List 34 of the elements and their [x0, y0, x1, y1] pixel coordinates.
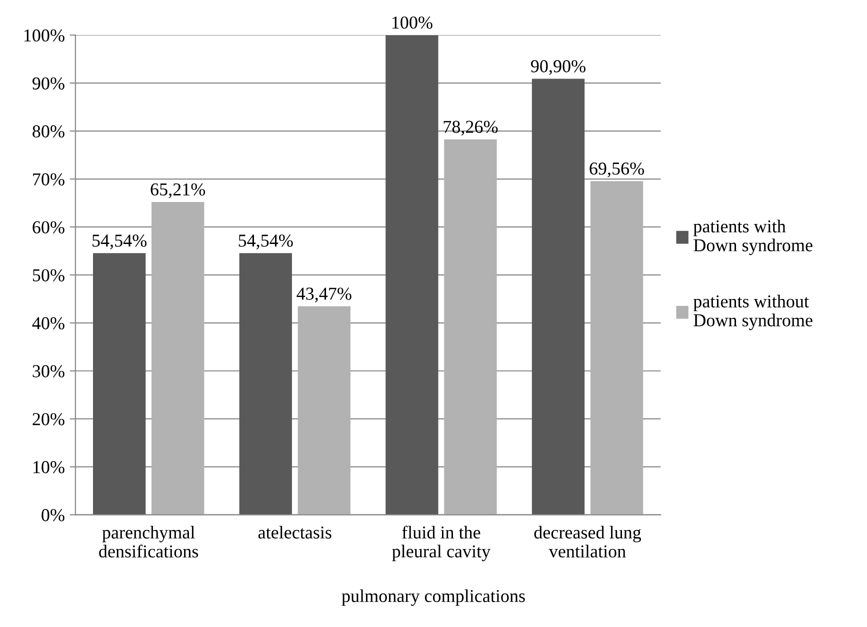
y-tick-label: 80%: [32, 125, 64, 138]
bar: [239, 253, 292, 515]
bar: [444, 139, 497, 515]
data-label: 65,21%: [150, 183, 206, 198]
y-tick-label: 50%: [32, 269, 64, 282]
data-label: 54,54%: [92, 234, 147, 250]
bar: [532, 78, 585, 515]
x-tick-label: atelectasis: [258, 526, 332, 539]
legend-label: patients without Down syndrome: [693, 294, 812, 330]
x-axis-title: pulmonary complications: [342, 589, 525, 606]
data-label: 100%: [392, 16, 432, 29]
y-tick-label: 70%: [33, 173, 64, 186]
data-label: 54,54%: [238, 234, 293, 250]
data-label: 78,26%: [444, 120, 498, 136]
bar: [298, 306, 350, 515]
x-tick-label: parenchymal densifications: [99, 526, 198, 558]
x-tick-label: decreased lung ventilation: [534, 526, 642, 558]
y-tick-label: 0%: [42, 509, 64, 522]
y-tick-label: 40%: [32, 317, 64, 330]
y-tick-label: 30%: [32, 365, 64, 378]
bar: [152, 202, 204, 515]
y-tick-label: 10%: [34, 461, 64, 474]
bar: [590, 181, 644, 515]
x-tick-label: fluid in the pleural cavity: [392, 526, 491, 562]
bar: [92, 253, 146, 515]
data-label: 90,90%: [530, 60, 586, 75]
y-tick-label: 20%: [32, 413, 64, 426]
y-tick-label: 60%: [32, 221, 64, 234]
data-label: 43,47%: [296, 288, 352, 302]
bar: [386, 35, 438, 515]
legend-label: patients with Down syndrome: [693, 220, 812, 256]
data-label: 69,56%: [590, 162, 644, 178]
y-tick-label: 90%: [32, 77, 64, 90]
y-tick-label: 100%: [24, 29, 64, 42]
